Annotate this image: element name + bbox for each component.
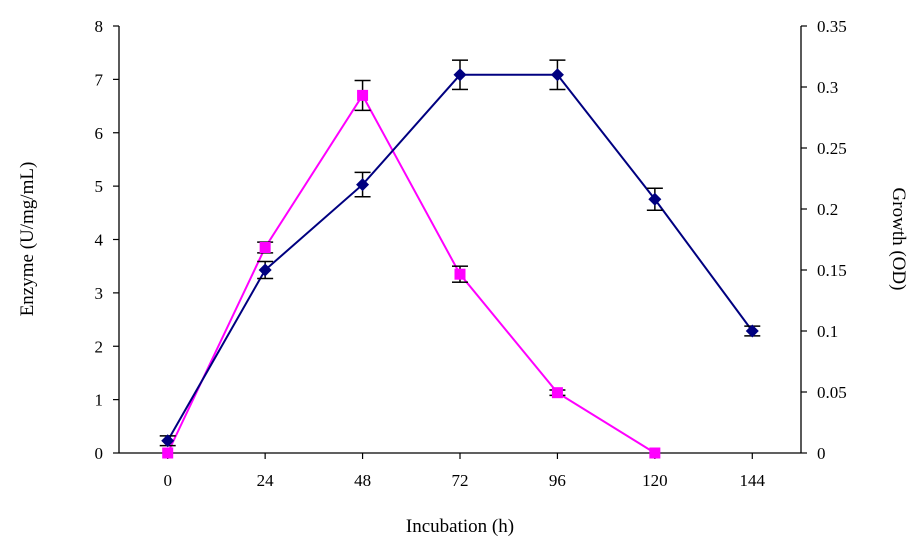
left-y-tick-label: 5 [95, 177, 104, 196]
left-y-tick-label: 6 [95, 124, 104, 143]
enzyme-point [162, 447, 174, 459]
x-tick-label: 24 [257, 471, 275, 490]
right-y-tick-label: 0.2 [817, 200, 838, 219]
right-y-axis-title: Growth (OD) [888, 188, 909, 291]
x-tick-label: 48 [354, 471, 371, 490]
growth-point [161, 434, 175, 448]
left-y-tick-label: 2 [95, 337, 104, 356]
growth-series-line [166, 73, 754, 442]
x-axis-title: Incubation (h) [406, 516, 514, 537]
left-y-tick-label: 4 [95, 231, 104, 250]
x-tick-label: 120 [642, 471, 668, 490]
x-tick-label: 72 [452, 471, 469, 490]
growth-point [648, 192, 662, 206]
enzyme-point [649, 447, 661, 459]
growth-point [550, 68, 564, 82]
left-y-tick-label: 7 [95, 70, 104, 89]
growth-series [159, 59, 761, 448]
right-y-tick-label: 0.25 [817, 139, 847, 158]
growth-point [258, 263, 272, 277]
left-y-axis-title: Enzyme (U/mg/mL) [17, 162, 38, 317]
x-tick-label: 144 [740, 471, 766, 490]
left-y-tick-label: 1 [95, 391, 104, 410]
right-y-tick-label: 0 [817, 444, 826, 463]
enzyme-series-line [166, 93, 656, 454]
x-tick-label: 0 [163, 471, 172, 490]
series-layer [159, 59, 761, 459]
growth-point [356, 178, 370, 192]
right-y-tick-label: 0.1 [817, 322, 838, 341]
tick-group: 0 24 48 72 96 120 144 0 1 2 3 4 5 6 7 8 0 0.05 0.1 0.15 0.2 0… [95, 17, 847, 490]
enzyme-series [162, 79, 661, 459]
enzyme-point [357, 89, 369, 101]
x-tick-label: 96 [549, 471, 566, 490]
right-y-tick-label: 0.3 [817, 78, 838, 97]
right-y-tick-label: 0.15 [817, 261, 847, 280]
right-y-tick-label: 0.35 [817, 17, 847, 36]
growth-point [745, 324, 759, 338]
left-y-tick-label: 3 [95, 284, 104, 303]
right-y-tick-label: 0.05 [817, 383, 847, 402]
left-y-tick-label: 0 [95, 444, 104, 463]
growth-point [453, 68, 467, 82]
enzyme-point [454, 268, 466, 280]
enzyme-point [259, 242, 271, 254]
enzyme-point [551, 387, 563, 399]
left-y-tick-label: 8 [95, 17, 104, 36]
